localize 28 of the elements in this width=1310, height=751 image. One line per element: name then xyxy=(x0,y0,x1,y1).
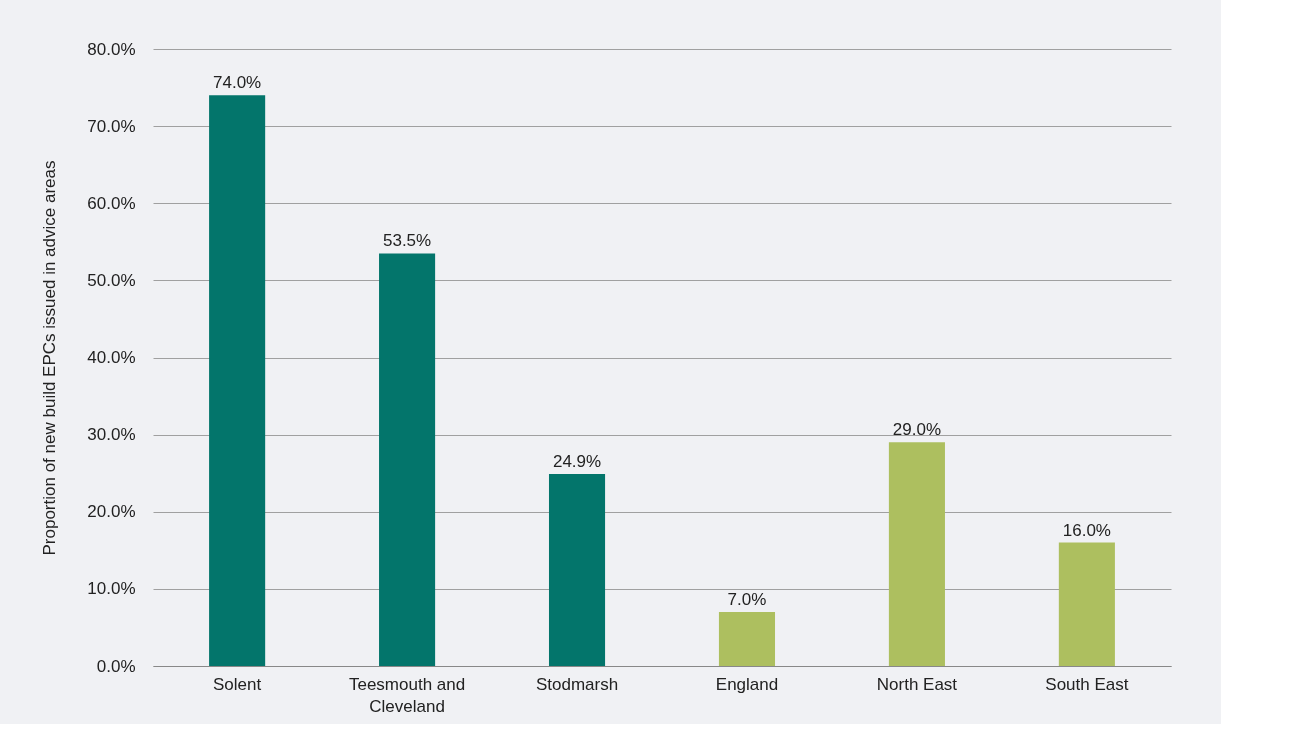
bar xyxy=(209,95,266,666)
x-tick-label: Teesmouth and Cleveland xyxy=(348,674,466,716)
data-label: 24.9% xyxy=(552,451,602,471)
bar xyxy=(548,473,606,666)
x-tick-label: England xyxy=(715,674,779,694)
x-tick-label: South East xyxy=(1045,674,1129,694)
x-tick-label: Stodmarsh xyxy=(535,674,619,694)
y-axis-title: Proportion of new build EPCs issued in advice areas xyxy=(40,160,60,556)
x-tick-label: North East xyxy=(876,674,958,694)
y-tick-label: 30.0% xyxy=(87,425,136,445)
y-tick-label: 40.0% xyxy=(87,348,136,367)
bar xyxy=(888,442,945,666)
bar xyxy=(718,612,776,666)
data-label: 16.0% xyxy=(1062,520,1111,540)
x-tick-label: Solent xyxy=(213,674,262,694)
y-tick-label: 20.0% xyxy=(87,502,136,522)
y-tick-label: 60.0% xyxy=(87,193,136,213)
bar xyxy=(1058,542,1115,666)
y-tick-label: 50.0% xyxy=(87,270,136,290)
data-label: 29.0% xyxy=(892,420,942,440)
data-label: 74.0% xyxy=(213,73,262,93)
data-label: 53.5% xyxy=(382,231,432,251)
bar xyxy=(379,253,436,666)
data-label: 7.0% xyxy=(727,590,767,610)
y-tick-label: 0.0% xyxy=(96,656,136,676)
y-tick-label: 70.0% xyxy=(87,116,136,136)
y-tick-label: 10.0% xyxy=(87,579,136,599)
y-tick-label: 80.0% xyxy=(87,39,136,59)
